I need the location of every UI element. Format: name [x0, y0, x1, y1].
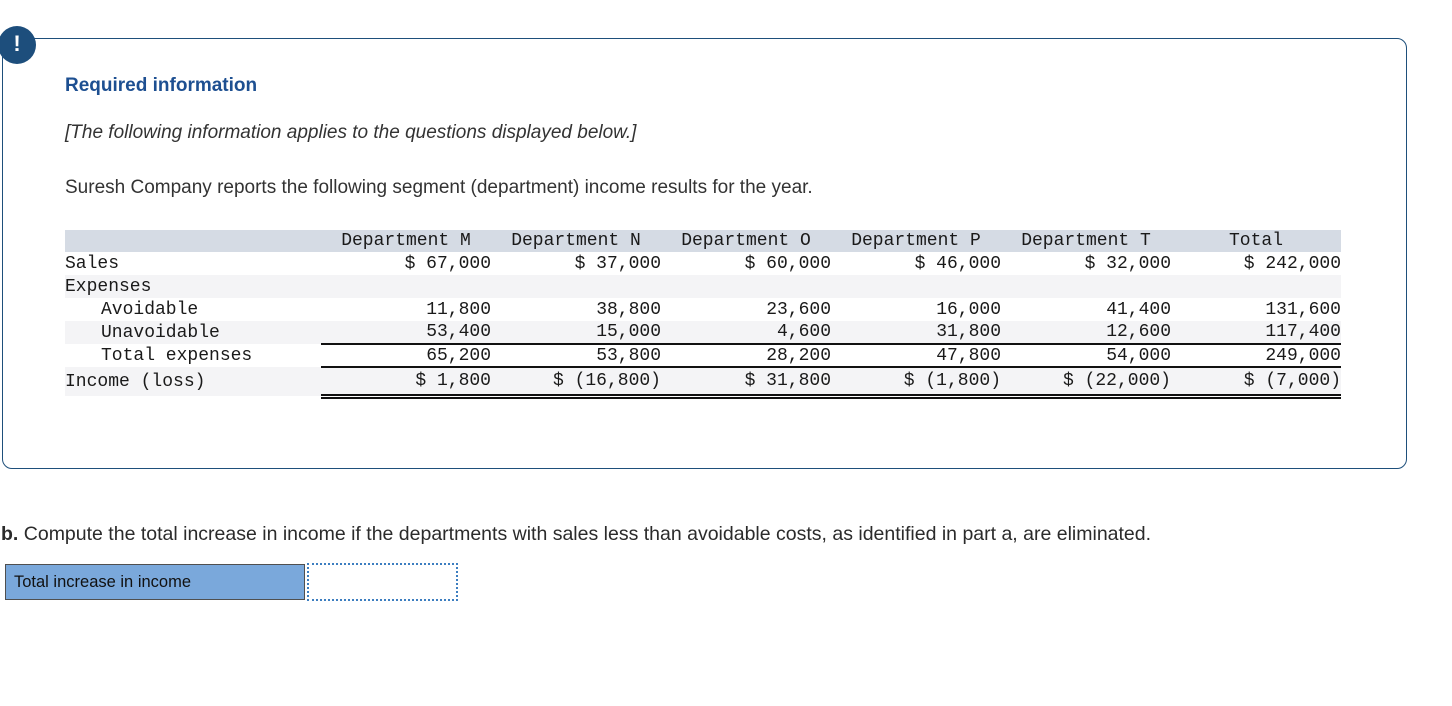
cell-value: 4,600	[661, 321, 831, 345]
required-information-title: Required information	[65, 75, 258, 96]
cell-value	[491, 275, 661, 298]
cell-value: $ (1,800)	[831, 367, 1001, 399]
cell-value: $ 46,000	[914, 253, 1001, 274]
row-label: Expenses	[65, 275, 321, 298]
table-header-row: Department M Department N Department O Depa…	[65, 230, 1341, 252]
segment-income-table: Department M Department N Department O Depa…	[65, 230, 1341, 399]
cell-value	[1171, 275, 1341, 298]
column-header: Department M	[321, 230, 491, 252]
table-row: Sales $ 67,000 $ 37,000 $ 60,000 $ 46,000 $ 3…	[65, 252, 1341, 275]
cell-value: 53,400	[321, 321, 491, 345]
cell-value: $ 60,000	[744, 253, 831, 274]
row-label: Total expenses	[101, 345, 253, 366]
cell-value: $ (16,800)	[491, 367, 661, 399]
cell-value: 47,800	[831, 344, 1001, 368]
question-b-prefix: b.	[1, 522, 19, 545]
column-header: Department T	[1001, 230, 1171, 252]
cell-value	[831, 275, 1001, 298]
question-b: b. Compute the total increase in income …	[1, 523, 1451, 546]
applies-note: [The following information applies to th…	[65, 122, 637, 143]
cell-value: 117,400	[1171, 321, 1341, 345]
alert-exclamation-icon: !	[0, 26, 36, 64]
question-b-text: Compute the total increase in income if …	[23, 522, 1152, 545]
cell-value	[661, 275, 831, 298]
cell-value	[1001, 275, 1171, 298]
cell-value: $ 1,800	[321, 367, 491, 399]
cell-value: 15,000	[491, 321, 661, 345]
total-increase-in-income-input[interactable]	[307, 563, 458, 601]
column-header: Department N	[491, 230, 661, 252]
cell-value: 28,200	[661, 344, 831, 368]
cell-value: $ 37,000	[574, 253, 661, 274]
table-row: Income (loss) $ 1,800 $ (16,800) $ 31,800 $ …	[65, 367, 1341, 399]
cell-value: $ (22,000)	[1001, 367, 1171, 399]
cell-value: $ (7,000)	[1171, 367, 1341, 399]
row-label: Income (loss)	[65, 367, 321, 396]
row-label: Sales	[65, 253, 120, 274]
cell-value: 16,000	[936, 299, 1001, 320]
cell-value: $ 32,000	[1084, 253, 1171, 274]
cell-value: 31,800	[831, 321, 1001, 345]
cell-value: 41,400	[1106, 299, 1171, 320]
column-header: Department O	[661, 230, 831, 252]
required-information-panel: ! Required information [The following in…	[0, 26, 1407, 469]
column-header: Total	[1171, 230, 1341, 252]
cell-value: $ 31,800	[661, 367, 831, 399]
cell-value: $ 242,000	[1243, 253, 1341, 274]
column-header: Department P	[831, 230, 1001, 252]
cell-value: 54,000	[1001, 344, 1171, 368]
cell-value: 23,600	[766, 299, 831, 320]
scenario-intro: Suresh Company reports the following seg…	[65, 177, 813, 198]
table-row: Expenses	[65, 275, 1341, 298]
table-row: Total expenses 65,200 53,800 28,200 47,800 54…	[65, 344, 1341, 368]
answer-label-cell: Total increase in income	[5, 564, 305, 600]
cell-value: 53,800	[491, 344, 661, 368]
row-label: Avoidable	[101, 299, 199, 320]
cell-value: 12,600	[1001, 321, 1171, 345]
row-label: Unavoidable	[65, 321, 321, 344]
cell-value: 38,800	[596, 299, 661, 320]
panel-content: Required information [The following info…	[3, 39, 1406, 399]
cell-value	[321, 275, 491, 298]
row-label-column-header	[65, 230, 321, 252]
cell-value: 65,200	[321, 344, 491, 368]
cell-value: 131,600	[1265, 299, 1341, 320]
cell-value: $ 67,000	[404, 253, 491, 274]
table-row: Avoidable 11,800 38,800 23,600 16,000 41,400 1…	[65, 298, 1341, 321]
cell-value: 249,000	[1171, 344, 1341, 368]
answer-row: Total increase in income	[5, 563, 458, 601]
cell-value: 11,800	[426, 299, 491, 320]
table-row: Unavoidable 53,400 15,000 4,600 31,800 12,600…	[65, 321, 1341, 345]
